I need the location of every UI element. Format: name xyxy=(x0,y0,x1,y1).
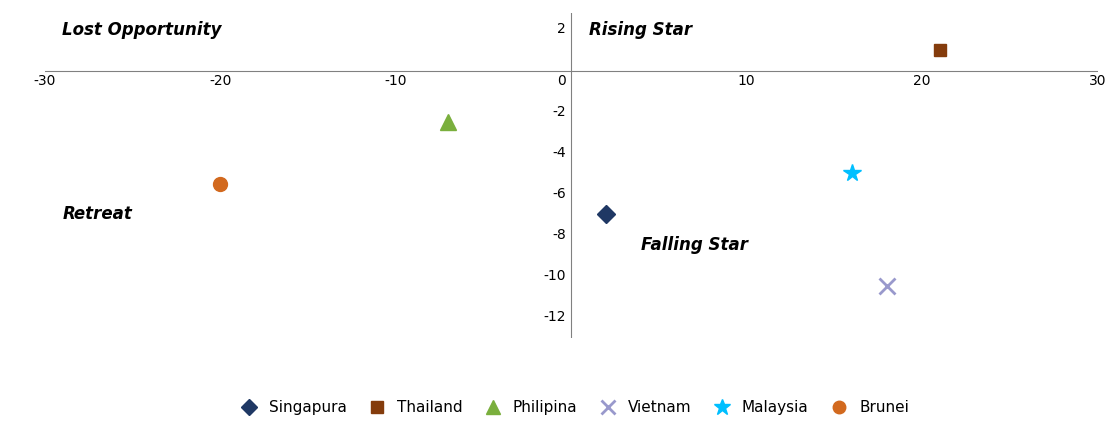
Text: -4: -4 xyxy=(552,146,566,160)
Text: -12: -12 xyxy=(543,310,566,324)
Text: 0: 0 xyxy=(557,74,566,87)
Text: -6: -6 xyxy=(552,187,566,201)
Text: 30: 30 xyxy=(1089,74,1107,87)
Text: -8: -8 xyxy=(552,228,566,242)
Text: Lost Opportunity: Lost Opportunity xyxy=(63,21,222,39)
Legend: Singapura, Thailand, Philipina, Vietnam, Malaysia, Brunei: Singapura, Thailand, Philipina, Vietnam,… xyxy=(227,394,915,421)
Text: -10: -10 xyxy=(384,74,407,87)
Text: -2: -2 xyxy=(552,105,566,119)
Text: Falling Star: Falling Star xyxy=(642,236,748,254)
Text: 2: 2 xyxy=(557,23,566,36)
Text: -30: -30 xyxy=(34,74,56,87)
Text: 10: 10 xyxy=(738,74,756,87)
Text: Rising Star: Rising Star xyxy=(589,21,692,39)
Text: -10: -10 xyxy=(543,269,566,283)
Text: -20: -20 xyxy=(209,74,232,87)
Text: Retreat: Retreat xyxy=(63,205,132,223)
Text: 20: 20 xyxy=(914,74,931,87)
